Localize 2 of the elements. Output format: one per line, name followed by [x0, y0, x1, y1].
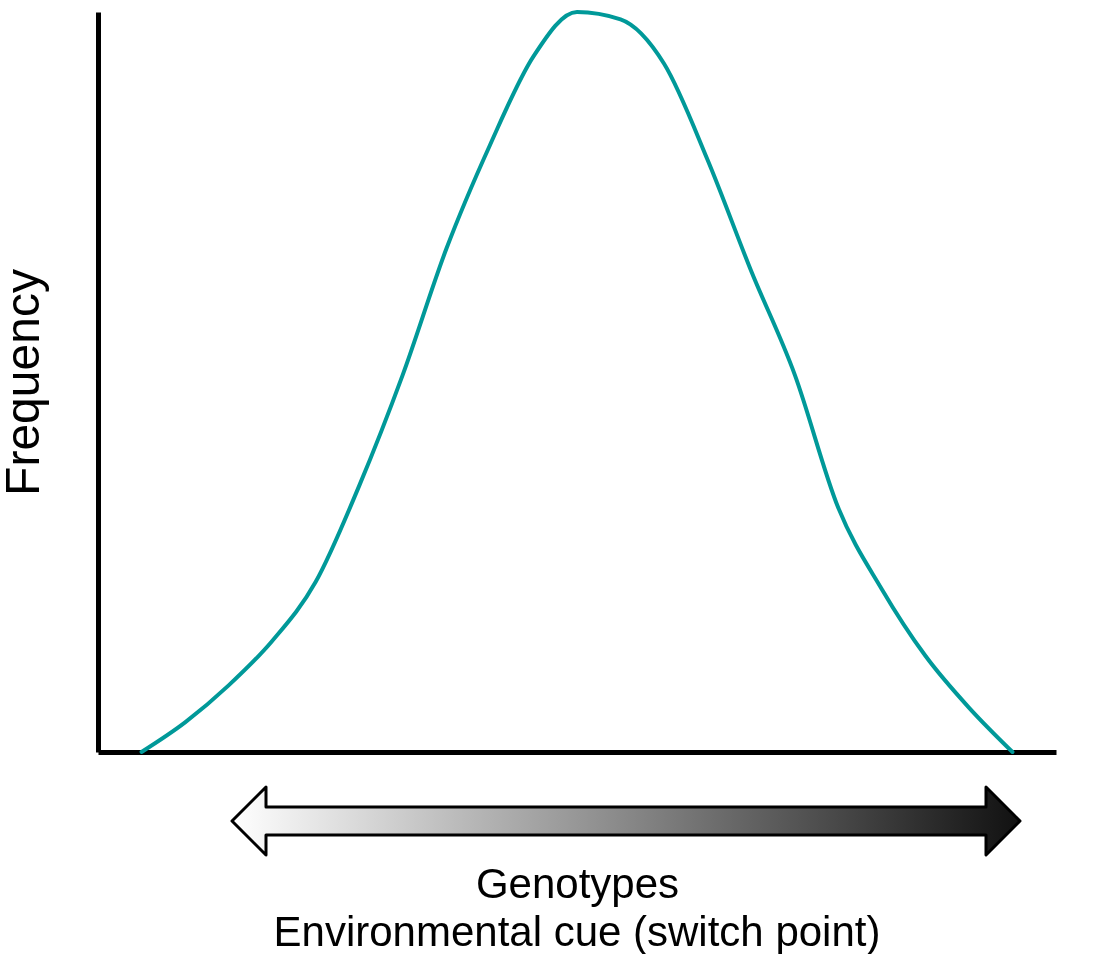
x-axis-title: Genotypes — [475, 859, 680, 907]
y-axis-title: Frequency — [0, 269, 49, 496]
